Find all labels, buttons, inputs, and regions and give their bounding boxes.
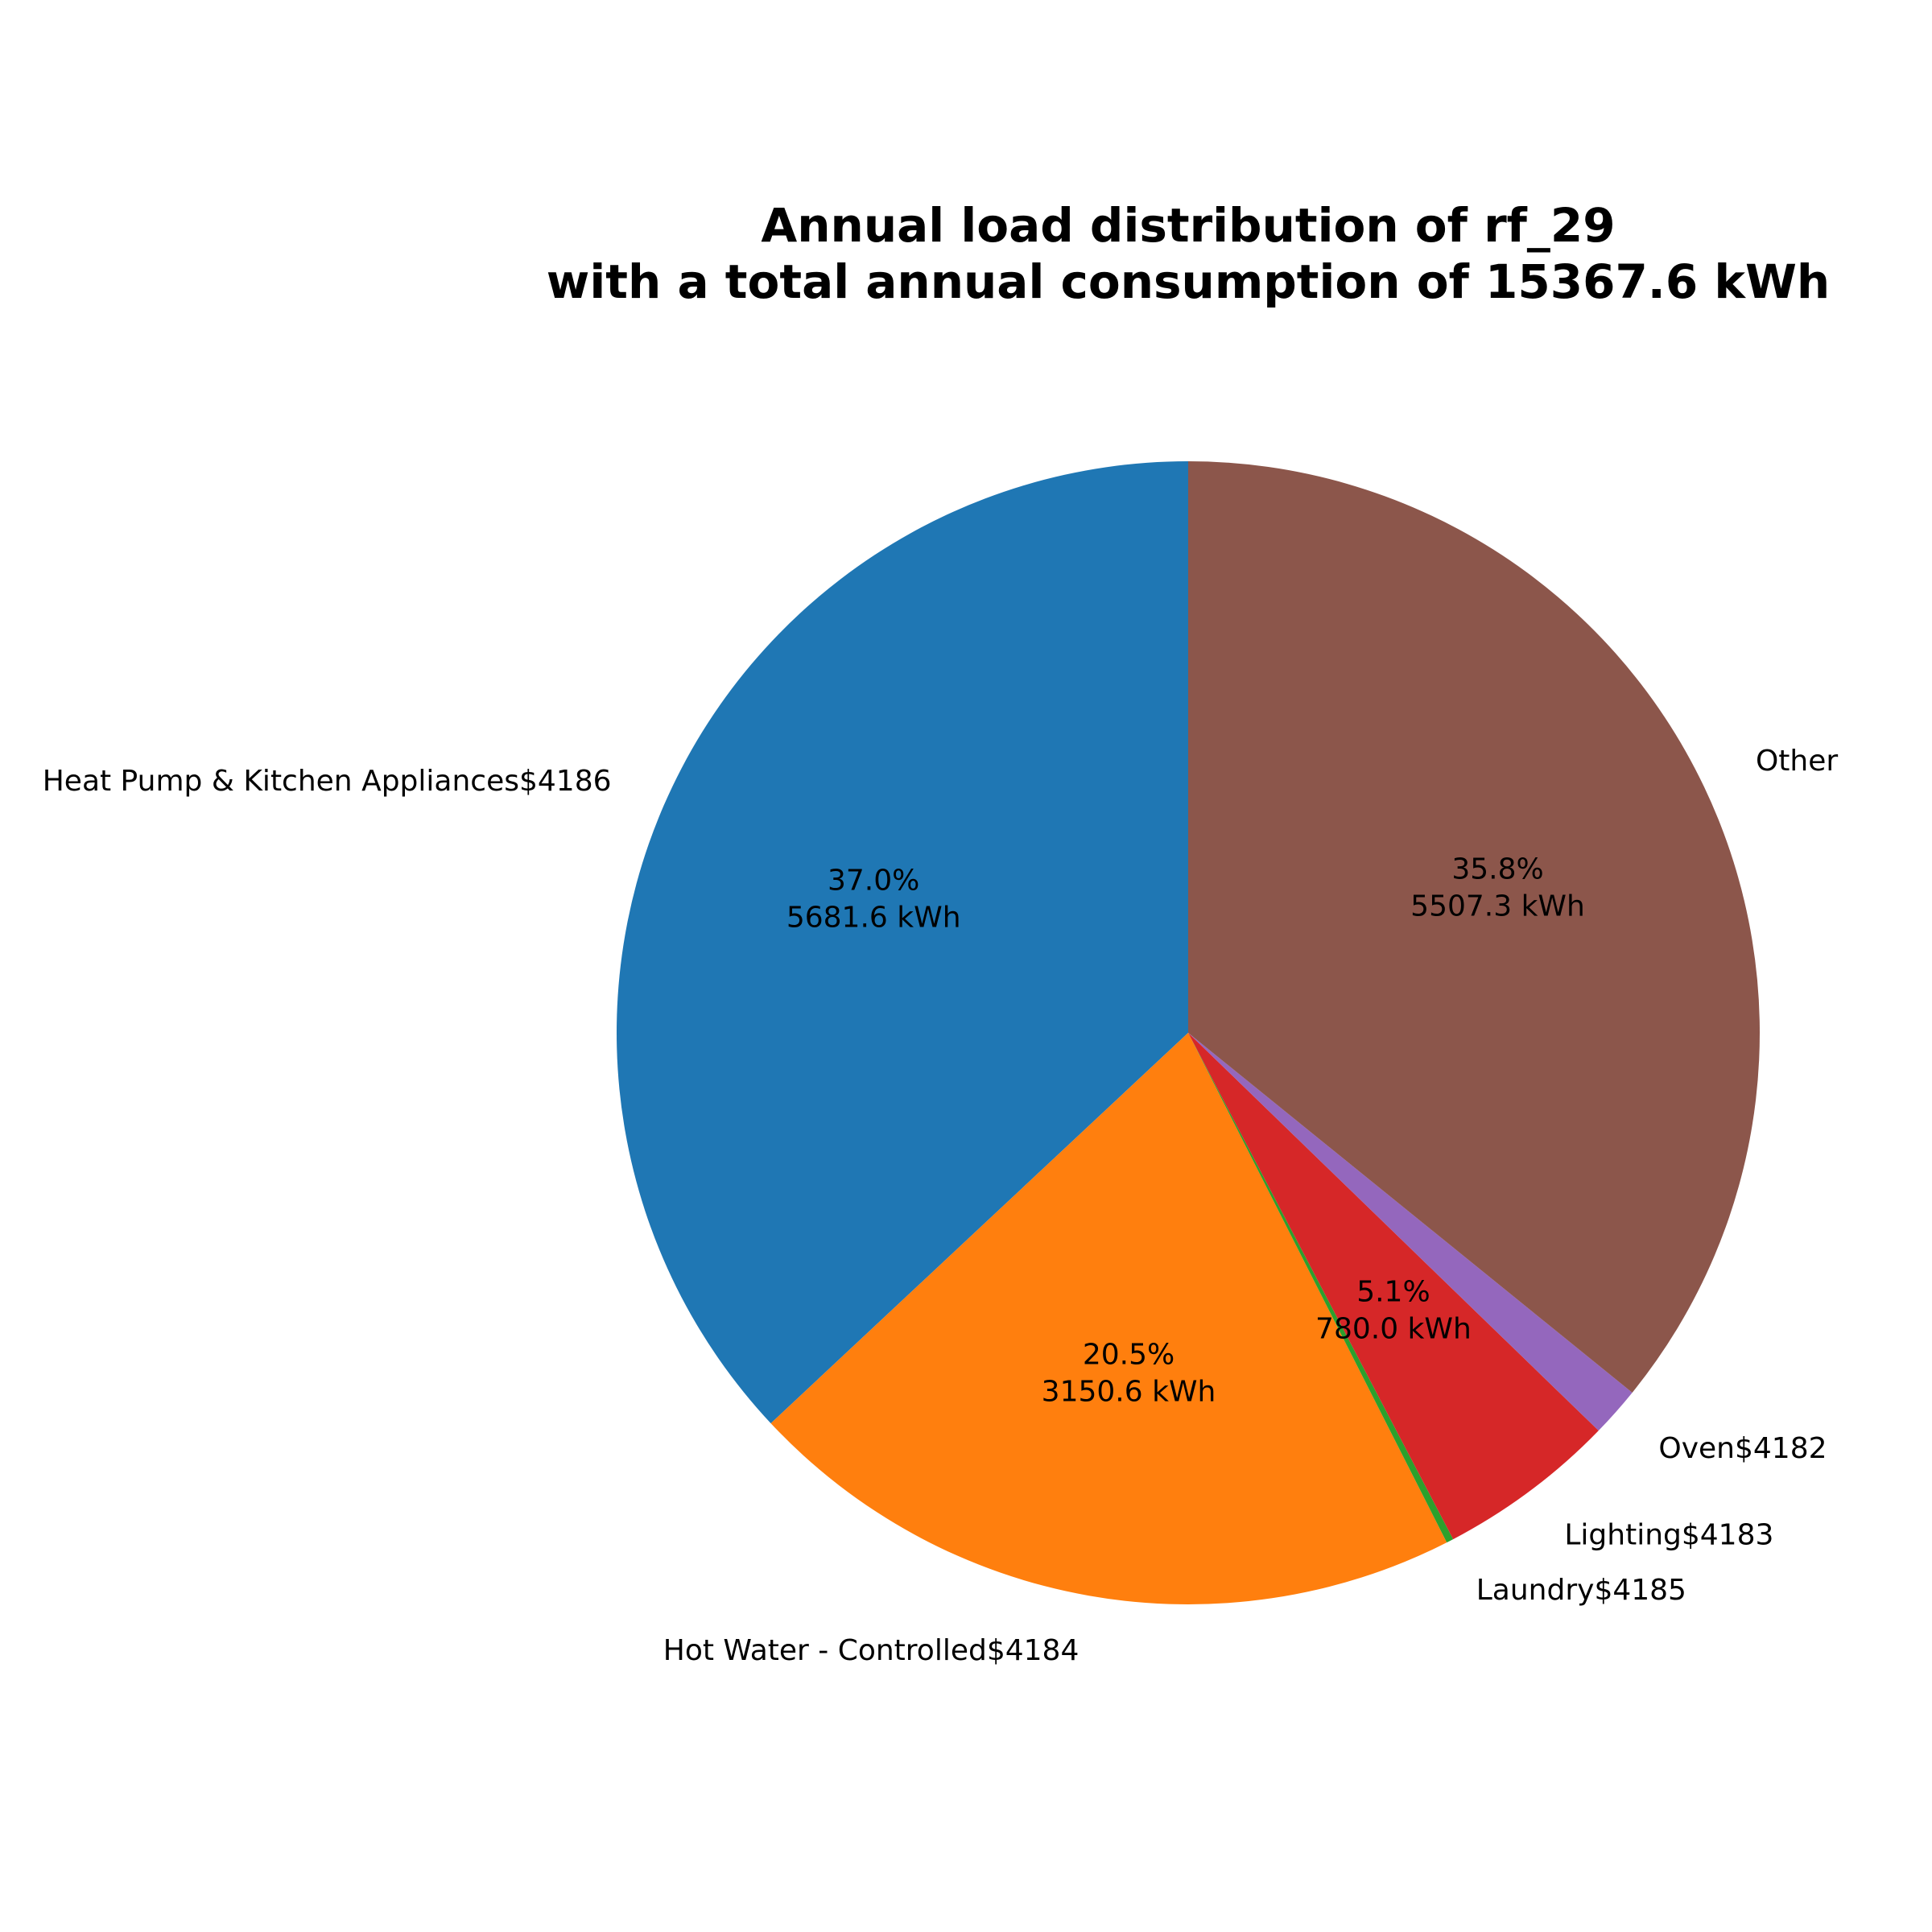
pie-slice-lighting-4183 xyxy=(1188,1033,1599,1540)
slice-label-laundry-4185: Laundry$4185 xyxy=(1476,1574,1686,1607)
slice-label-lighting-4183: Lighting$4183 xyxy=(1564,1519,1773,1552)
chart-title-line-1: Annual load distribution of rf_29 xyxy=(761,198,1615,253)
slice-label-oven-4182: Oven$4182 xyxy=(1658,1432,1827,1465)
chart-title-line-2: with a total annual consumption of 15367… xyxy=(547,254,1830,309)
pie-slice-oven-4182 xyxy=(1188,1033,1633,1431)
pie-slice-other xyxy=(1188,461,1760,1393)
pie-labels: Heat Pump & Kitchen Appliances$4186 37.0%… xyxy=(43,745,1839,1667)
slice-value-label-hot-water-controlled-4184: 20.5% 3150.6 kWh xyxy=(1042,1339,1216,1409)
slice-value-label-lighting-4183: 5.1% 780.0 kWh xyxy=(1315,1275,1472,1345)
slice-label-other: Other xyxy=(1756,745,1838,778)
pie-slice-heat-pump-kitchen-appliances-4186 xyxy=(617,461,1188,1424)
pie-slice-hot-water-controlled-4184 xyxy=(770,1033,1447,1604)
slice-label-heat-pump-kitchen-appliances-4186: Heat Pump & Kitchen Appliances$4186 xyxy=(43,765,612,798)
slice-label-hot-water-controlled-4184: Hot Water - Controlled$4184 xyxy=(663,1634,1080,1667)
pie-slices xyxy=(617,461,1760,1604)
pie-slice-laundry-4185 xyxy=(1188,1033,1454,1543)
slice-value-label-other: 35.8% 5507.3 kWh xyxy=(1410,853,1585,923)
slice-value-label-heat-pump-kitchen-appliances-4186: 37.0% 5681.6 kWh xyxy=(786,864,961,934)
